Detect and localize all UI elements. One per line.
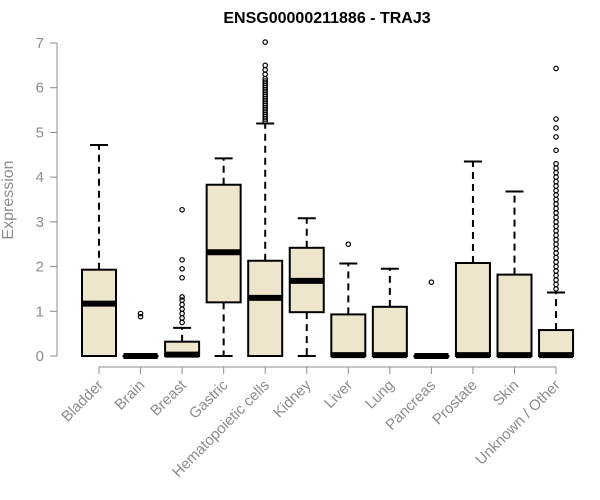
- box-group: [122, 310, 159, 359]
- outlier-point: [553, 210, 559, 216]
- outlier-point: [553, 281, 559, 288]
- box-series: [81, 39, 575, 359]
- box-rect: [81, 268, 117, 357]
- outlier-point: [262, 71, 269, 78]
- outlier-point: [179, 310, 185, 317]
- outlier-point: [553, 241, 559, 248]
- outlier-point: [553, 228, 559, 234]
- box-rect: [496, 273, 533, 357]
- outlier-point: [262, 39, 269, 45]
- outlier-point: [553, 174, 559, 180]
- outlier-point: [553, 169, 559, 176]
- outlier-point: [553, 192, 559, 198]
- x-tick-label: Kidney: [270, 376, 315, 421]
- outlier-point: [179, 257, 185, 263]
- box-group: [371, 267, 408, 359]
- outlier-point: [553, 219, 559, 225]
- outlier-point: [179, 306, 185, 312]
- outlier-point: [179, 294, 185, 300]
- y-axis: 0 1 2 3 4 5 6 7: [36, 35, 58, 365]
- x-tick-label: Breast: [147, 376, 190, 419]
- outlier-point: [553, 187, 559, 194]
- box-group: [538, 65, 575, 359]
- outlier-point: [553, 259, 559, 265]
- outlier-point: [553, 223, 559, 230]
- outlier-point: [553, 160, 559, 167]
- y-tick-label: 0: [36, 348, 44, 365]
- outlier-point: [553, 205, 559, 212]
- box-rect: [330, 313, 367, 357]
- outlier-point: [553, 263, 559, 270]
- outlier-point: [553, 134, 559, 140]
- outlier-point: [553, 183, 559, 189]
- outlier-point: [137, 313, 144, 320]
- y-axis-label: Expression: [0, 160, 17, 239]
- outlier-point: [179, 301, 185, 308]
- outlier-point: [553, 268, 559, 274]
- outlier-point: [553, 165, 559, 172]
- chart-title: ENSG00000211886 - TRAJ3: [223, 10, 430, 27]
- y-tick-label: 3: [36, 214, 44, 231]
- y-tick-label: 4: [36, 169, 44, 186]
- y-tick-label: 6: [36, 80, 44, 97]
- outlier-point: [179, 206, 185, 213]
- outlier-point: [553, 147, 559, 154]
- y-tick-label: 1: [36, 303, 44, 320]
- outlier-point: [179, 319, 185, 326]
- outlier-point: [262, 67, 269, 73]
- box-group: [247, 39, 284, 358]
- box-group: [330, 241, 367, 359]
- y-tick-label: 2: [36, 259, 44, 276]
- outlier-point: [179, 297, 185, 303]
- outlier-point: [553, 201, 559, 207]
- outlier-point: [553, 232, 559, 239]
- box-group: [288, 217, 325, 357]
- outlier-point: [179, 274, 185, 281]
- outlier-point: [262, 62, 269, 69]
- outlier-point: [553, 245, 559, 252]
- x-tick-label: Lung: [362, 377, 398, 413]
- x-tick-label: Skin: [490, 377, 523, 410]
- box-group: [164, 206, 201, 358]
- x-tick-label: Brain: [112, 377, 149, 414]
- outlier-point: [553, 236, 559, 243]
- box-rect: [371, 305, 408, 358]
- box-rect: [247, 259, 284, 358]
- outlier-point: [553, 125, 559, 131]
- outlier-point: [553, 65, 559, 72]
- x-tick-label: Bladder: [58, 377, 107, 426]
- outlier-point: [553, 196, 559, 203]
- outlier-point: [137, 310, 144, 317]
- outlier-point: [553, 254, 559, 261]
- box-group: [413, 279, 450, 359]
- outlier-point: [262, 78, 269, 84]
- box-rect: [205, 183, 242, 304]
- outlier-point: [553, 277, 559, 283]
- outlier-point: [553, 214, 559, 221]
- outlier-point: [553, 250, 559, 256]
- outlier-point: [179, 315, 185, 321]
- box-group: [454, 160, 491, 359]
- box-rect: [454, 261, 491, 358]
- box-group: [81, 143, 117, 357]
- y-tick-label: 5: [36, 124, 44, 141]
- box-group: [205, 157, 242, 357]
- x-tick-label: Prostate: [429, 377, 481, 429]
- outlier-point: [428, 279, 435, 286]
- box-group: [496, 190, 533, 359]
- outlier-point: [553, 286, 559, 292]
- outlier-point: [345, 241, 352, 248]
- outlier-point: [553, 116, 559, 122]
- x-tick-label: Liver: [321, 377, 356, 412]
- outlier-point: [179, 266, 185, 272]
- y-tick-label: 7: [36, 35, 44, 52]
- outlier-point: [553, 272, 559, 279]
- outlier-point: [553, 178, 559, 185]
